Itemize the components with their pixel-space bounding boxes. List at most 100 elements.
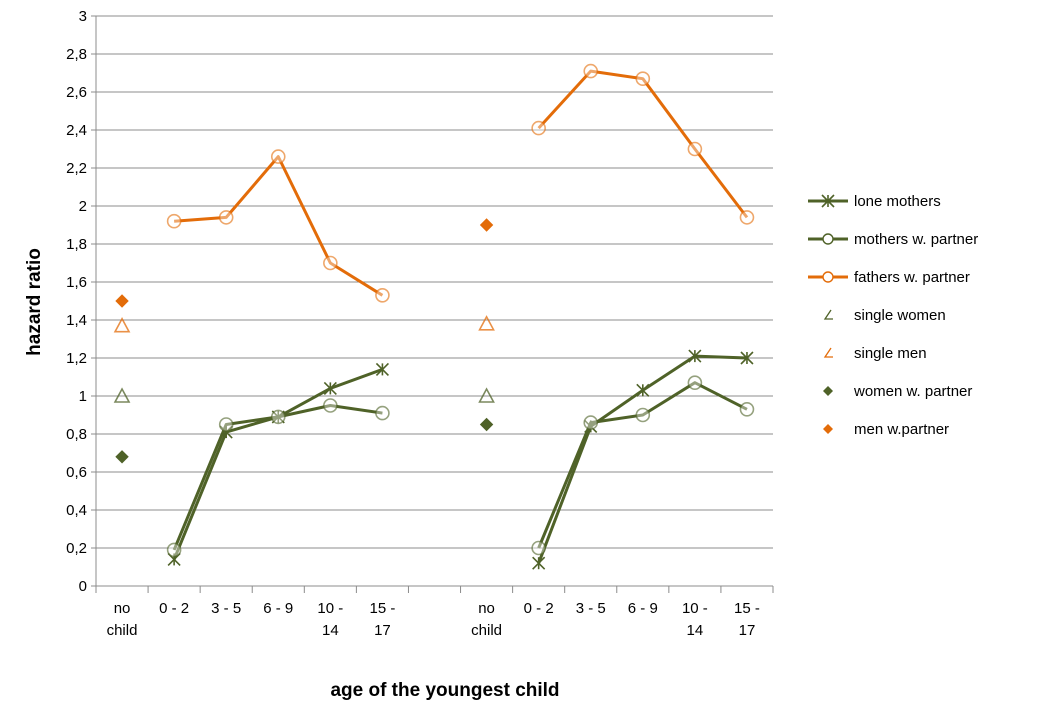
series-line bbox=[174, 155, 384, 297]
data-point bbox=[531, 540, 546, 556]
data-point bbox=[478, 315, 495, 331]
data-point bbox=[740, 351, 754, 365]
data-point bbox=[739, 401, 755, 417]
data-point bbox=[739, 210, 755, 225]
legend-label: single women bbox=[854, 307, 946, 324]
data-point bbox=[479, 417, 494, 432]
legend-label: women w. partner bbox=[853, 383, 972, 400]
legend-label: men w.partner bbox=[854, 421, 949, 438]
x-tick-label: 10 - bbox=[317, 600, 343, 617]
data-point bbox=[115, 294, 129, 308]
legend-marker bbox=[821, 194, 835, 208]
y-tick-label: 1,6 bbox=[66, 274, 87, 291]
legend-marker bbox=[823, 424, 833, 434]
series-mothers-w-partner bbox=[166, 375, 755, 558]
legend-marker bbox=[822, 271, 834, 283]
legend-item: men w.partner bbox=[823, 421, 949, 438]
legend-marker bbox=[823, 347, 833, 358]
legend-item: mothers w. partner bbox=[808, 231, 978, 248]
y-tick-label: 1,2 bbox=[66, 350, 87, 367]
x-tick-label: 17 bbox=[374, 622, 391, 639]
y-tick-labels: 0 0,2 0,4 0,6 0,8 1 1,2 1,4 1,6 1,8 2 2,2 2,4 2,6 2,8 3 bbox=[66, 8, 87, 595]
y-tick-label: 2,4 bbox=[66, 122, 87, 139]
data-point bbox=[166, 542, 182, 558]
legend-item: women w. partner bbox=[823, 383, 972, 400]
x-tick-label: 3 - 5 bbox=[211, 600, 241, 617]
series-fathers-w-partner bbox=[166, 63, 755, 303]
data-point bbox=[218, 210, 234, 225]
legend-item: fathers w. partner bbox=[808, 269, 970, 286]
data-point bbox=[687, 375, 703, 391]
legend-label: fathers w. partner bbox=[854, 269, 970, 286]
data-point bbox=[531, 120, 546, 136]
series-line bbox=[172, 367, 383, 560]
y-tick-label: 0,6 bbox=[66, 464, 87, 481]
series-lone-mothers bbox=[167, 349, 754, 570]
data-point bbox=[635, 407, 651, 423]
data-point bbox=[479, 218, 494, 232]
x-tick-label: 17 bbox=[739, 622, 756, 639]
x-tick-label: 15 - bbox=[369, 600, 395, 617]
data-point bbox=[635, 71, 651, 86]
y-tick-label: 0 bbox=[79, 578, 87, 595]
gridlines bbox=[96, 15, 773, 549]
legend-label: single men bbox=[854, 345, 927, 362]
legend-item: single men bbox=[823, 345, 927, 362]
data-point bbox=[113, 317, 131, 333]
y-tick-label: 2,2 bbox=[66, 160, 87, 177]
data-point bbox=[687, 141, 703, 157]
legend-label: mothers w. partner bbox=[854, 231, 978, 248]
y-tick-label: 3 bbox=[79, 8, 87, 25]
legend-item: single women bbox=[823, 307, 946, 324]
data-point bbox=[115, 450, 129, 464]
y-tick-label: 2,8 bbox=[66, 46, 87, 63]
data-point bbox=[688, 349, 702, 363]
x-tick-label: 15 - bbox=[734, 600, 760, 617]
data-point bbox=[323, 381, 337, 395]
series-men-w-partner bbox=[115, 218, 494, 308]
series-line bbox=[537, 381, 748, 549]
data-point bbox=[636, 383, 650, 397]
data-point bbox=[323, 255, 338, 271]
series-single-women bbox=[113, 387, 495, 403]
x-tick-label: 14 bbox=[322, 622, 339, 639]
series-line bbox=[172, 404, 383, 551]
legend: lone mothers mothers w. partner fathers w.… bbox=[808, 193, 978, 438]
series-single-men bbox=[113, 315, 495, 333]
y-axis-title: hazard ratio bbox=[24, 248, 45, 356]
x-tick-label: child bbox=[471, 622, 502, 639]
x-tick-label: no bbox=[114, 600, 131, 617]
data-point bbox=[166, 213, 182, 229]
x-tick-label: no bbox=[478, 600, 495, 617]
y-tick-label: 2,6 bbox=[66, 84, 87, 101]
data-point bbox=[375, 287, 390, 303]
x-tick-label: 10 - bbox=[682, 600, 708, 617]
x-tick-label: 0 - 2 bbox=[524, 600, 554, 617]
x-tick-labels: no child 0 - 2 3 - 5 6 - 9 10 - 14 15 - 17 no chil… bbox=[107, 600, 760, 639]
legend-marker bbox=[822, 233, 834, 245]
y-tick-label: 0,2 bbox=[66, 540, 87, 557]
y-tick-label: 0,4 bbox=[66, 502, 87, 519]
data-point bbox=[375, 362, 389, 376]
x-tick-label: 6 - 9 bbox=[263, 600, 293, 617]
x-axis-title: age of the youngest child bbox=[330, 680, 559, 701]
data-point bbox=[583, 63, 599, 79]
data-point bbox=[478, 387, 495, 403]
data-point bbox=[375, 405, 390, 421]
y-tick-label: 1 bbox=[79, 388, 87, 405]
plot-area bbox=[113, 63, 755, 570]
x-tick-label: 0 - 2 bbox=[159, 600, 189, 617]
y-tick-label: 1,4 bbox=[66, 312, 87, 329]
y-tick-label: 2 bbox=[79, 198, 87, 215]
legend-marker bbox=[823, 386, 833, 396]
x-tick-label: 14 bbox=[687, 622, 704, 639]
x-tick-label: 3 - 5 bbox=[576, 600, 606, 617]
legend-marker bbox=[823, 309, 833, 320]
data-point bbox=[113, 387, 131, 403]
data-point bbox=[532, 556, 546, 570]
legend-label: lone mothers bbox=[854, 193, 941, 210]
legend-item: lone mothers bbox=[808, 193, 941, 210]
y-tick-label: 0,8 bbox=[66, 426, 87, 443]
axes bbox=[91, 15, 774, 593]
